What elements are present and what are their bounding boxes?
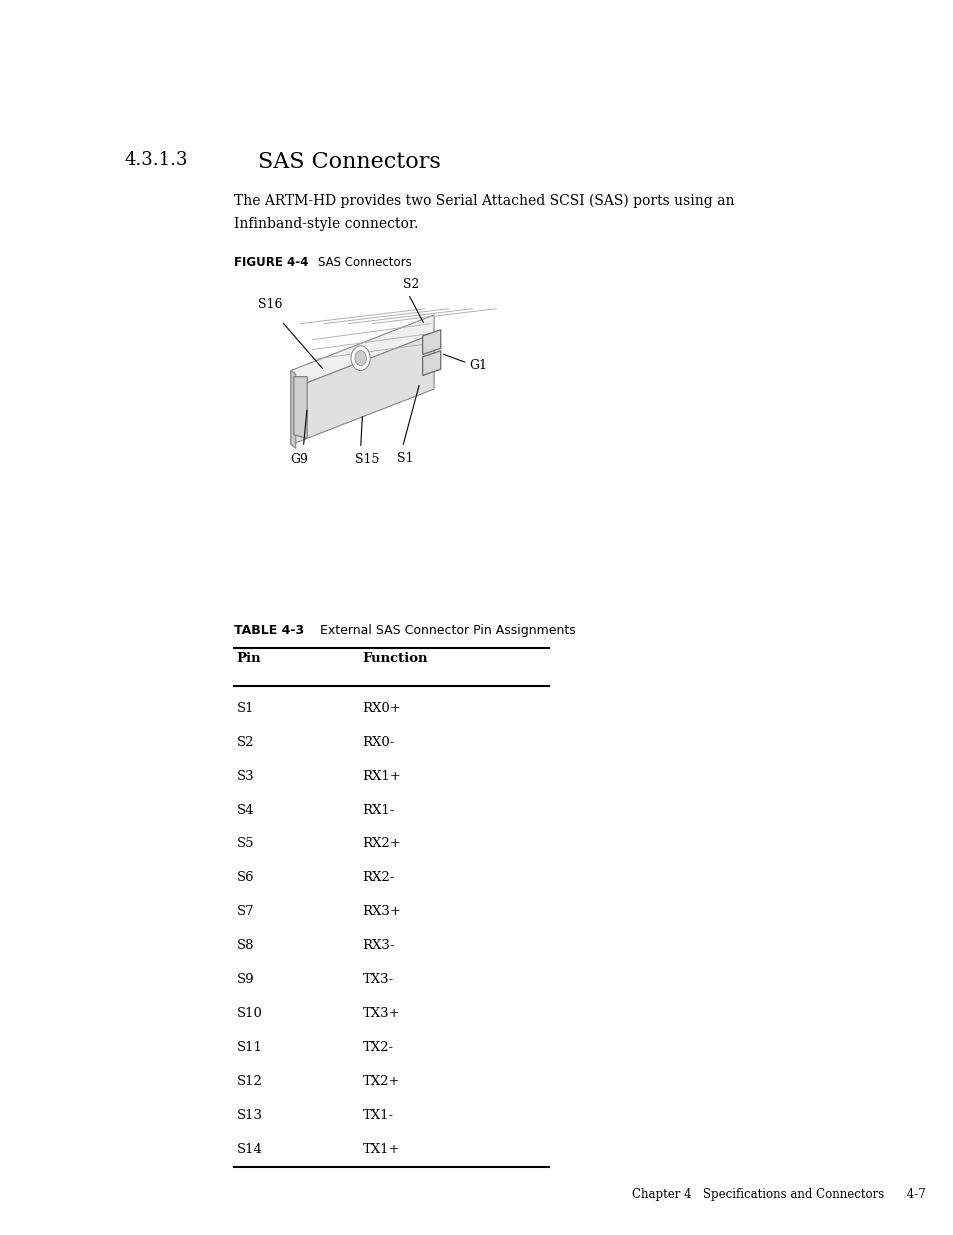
Polygon shape <box>422 351 440 375</box>
Circle shape <box>351 346 370 370</box>
Text: Pin: Pin <box>236 652 261 666</box>
Text: S15: S15 <box>355 453 379 467</box>
Text: TABLE 4-3: TABLE 4-3 <box>233 624 304 637</box>
Text: FIGURE 4-4: FIGURE 4-4 <box>233 256 308 269</box>
Text: RX1-: RX1- <box>362 804 395 816</box>
Polygon shape <box>291 333 434 445</box>
Text: RX3-: RX3- <box>362 940 395 952</box>
Text: G9: G9 <box>290 453 308 467</box>
Text: S11: S11 <box>236 1041 262 1055</box>
Text: S6: S6 <box>236 872 253 884</box>
Text: S2: S2 <box>402 278 418 291</box>
Text: SAS Connectors: SAS Connectors <box>257 151 440 173</box>
Text: S5: S5 <box>236 837 253 851</box>
Text: S12: S12 <box>236 1076 262 1088</box>
Text: S8: S8 <box>236 940 253 952</box>
Text: TX1+: TX1+ <box>362 1144 399 1156</box>
Polygon shape <box>294 377 307 438</box>
Text: The ARTM-HD provides two Serial Attached SCSI (SAS) ports using an: The ARTM-HD provides two Serial Attached… <box>233 194 734 209</box>
Text: RX1+: RX1+ <box>362 769 401 783</box>
Text: Function: Function <box>362 652 428 666</box>
Text: TX2+: TX2+ <box>362 1076 399 1088</box>
Text: Chapter 4   Specifications and Connectors      4-7: Chapter 4 Specifications and Connectors … <box>631 1188 924 1202</box>
Text: S1: S1 <box>396 452 413 466</box>
Text: TX3-: TX3- <box>362 973 394 987</box>
Text: S14: S14 <box>236 1144 262 1156</box>
Text: TX2-: TX2- <box>362 1041 394 1055</box>
Polygon shape <box>291 315 434 389</box>
Text: RX2+: RX2+ <box>362 837 401 851</box>
Text: TX1-: TX1- <box>362 1109 394 1123</box>
Text: S7: S7 <box>236 905 253 919</box>
Text: 4.3.1.3: 4.3.1.3 <box>124 151 188 169</box>
Text: RX0-: RX0- <box>362 736 395 748</box>
Text: TX3+: TX3+ <box>362 1008 399 1020</box>
Text: SAS Connectors: SAS Connectors <box>317 256 411 269</box>
Text: S3: S3 <box>236 769 253 783</box>
Text: RX0+: RX0+ <box>362 701 401 715</box>
Polygon shape <box>422 330 440 354</box>
Text: S10: S10 <box>236 1008 262 1020</box>
Text: Infinband-style connector.: Infinband-style connector. <box>233 217 417 231</box>
Polygon shape <box>291 370 295 448</box>
Text: RX2-: RX2- <box>362 872 395 884</box>
Text: G1: G1 <box>469 359 487 372</box>
Text: S16: S16 <box>257 298 282 311</box>
Text: S13: S13 <box>236 1109 262 1123</box>
Text: RX3+: RX3+ <box>362 905 401 919</box>
Circle shape <box>355 351 366 366</box>
Text: External SAS Connector Pin Assignments: External SAS Connector Pin Assignments <box>319 624 575 637</box>
Text: S4: S4 <box>236 804 253 816</box>
Text: S1: S1 <box>236 701 253 715</box>
Text: S2: S2 <box>236 736 253 748</box>
Text: S9: S9 <box>236 973 253 987</box>
